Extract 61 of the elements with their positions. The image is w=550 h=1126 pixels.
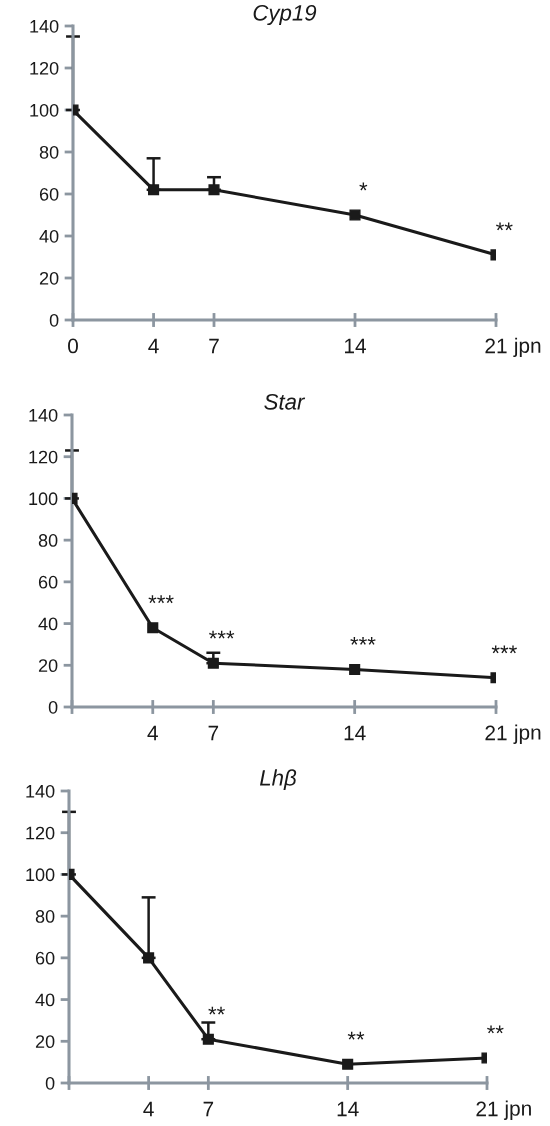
x-tick-label: 21 bbox=[485, 338, 507, 354]
point bbox=[349, 663, 361, 676]
x-tick-label: 4 bbox=[147, 725, 158, 741]
point bbox=[148, 184, 160, 196]
x-tick-label: 7 bbox=[203, 1101, 214, 1117]
point bbox=[208, 184, 220, 196]
point bbox=[147, 622, 159, 634]
x-axis-title: jpn bbox=[513, 724, 541, 744]
y-tick-label: 100 bbox=[30, 103, 59, 117]
annotation: *** bbox=[209, 630, 235, 639]
y-tick-label: 40 bbox=[35, 993, 55, 1007]
chart-title: Cyp19 bbox=[253, 4, 317, 26]
point bbox=[342, 1058, 354, 1070]
y-tick-label: 140 bbox=[26, 784, 55, 798]
point bbox=[143, 952, 155, 964]
y-tick-label: 140 bbox=[30, 19, 59, 33]
annotation: ** bbox=[496, 222, 513, 231]
annotation: * bbox=[359, 182, 368, 191]
annotation: ** bbox=[487, 1025, 504, 1034]
annotation: *** bbox=[350, 637, 376, 645]
y-tick-label: 120 bbox=[26, 826, 55, 840]
x-tick-label: 14 bbox=[337, 1101, 359, 1117]
x-tick-label: 21 bbox=[476, 1101, 498, 1117]
y-tick-label: 60 bbox=[39, 187, 59, 201]
y-tick-label: 120 bbox=[30, 61, 59, 75]
x-axis-title: jpn bbox=[513, 337, 541, 358]
annotation: ** bbox=[208, 1006, 225, 1015]
y-tick-label: 80 bbox=[35, 910, 55, 923]
y-tick-label: 20 bbox=[38, 659, 58, 673]
y-tick-label: 0 bbox=[49, 313, 59, 327]
annotation: ** bbox=[347, 1031, 365, 1040]
y-tick-label: 60 bbox=[35, 951, 55, 965]
point bbox=[202, 1033, 214, 1045]
x-tick-label: 21 bbox=[485, 725, 507, 741]
y-tick-label: 40 bbox=[39, 229, 59, 243]
x-axis-title: jpn bbox=[503, 1100, 531, 1120]
chart-title: Star bbox=[264, 393, 306, 410]
y-tick-label: 100 bbox=[26, 868, 55, 882]
chart-title: Lhβ bbox=[259, 769, 297, 791]
y-tick-label: 0 bbox=[48, 700, 58, 714]
x-tick-label: 4 bbox=[148, 338, 159, 354]
x-tick-label: 7 bbox=[209, 338, 219, 354]
annotation: *** bbox=[148, 595, 174, 604]
y-tick-label: 20 bbox=[39, 271, 59, 285]
y-tick-label: 120 bbox=[29, 450, 58, 464]
x-tick-label: 14 bbox=[344, 725, 366, 741]
y-tick-label: 60 bbox=[38, 575, 58, 589]
point bbox=[349, 209, 361, 221]
x-tick-label: 0 bbox=[68, 338, 78, 354]
x-tick-label: 7 bbox=[208, 725, 219, 741]
y-tick-label: 80 bbox=[38, 534, 58, 547]
y-tick-label: 0 bbox=[45, 1076, 55, 1090]
y-tick-label: 80 bbox=[39, 145, 59, 159]
annotation: *** bbox=[491, 645, 517, 654]
y-tick-label: 100 bbox=[29, 492, 58, 506]
y-tick-label: 40 bbox=[38, 617, 58, 631]
x-tick-label: 14 bbox=[345, 338, 366, 354]
y-tick-label: 140 bbox=[29, 408, 58, 422]
x-tick-label: 4 bbox=[143, 1101, 154, 1117]
point bbox=[207, 657, 219, 669]
y-tick-label: 20 bbox=[35, 1035, 55, 1049]
